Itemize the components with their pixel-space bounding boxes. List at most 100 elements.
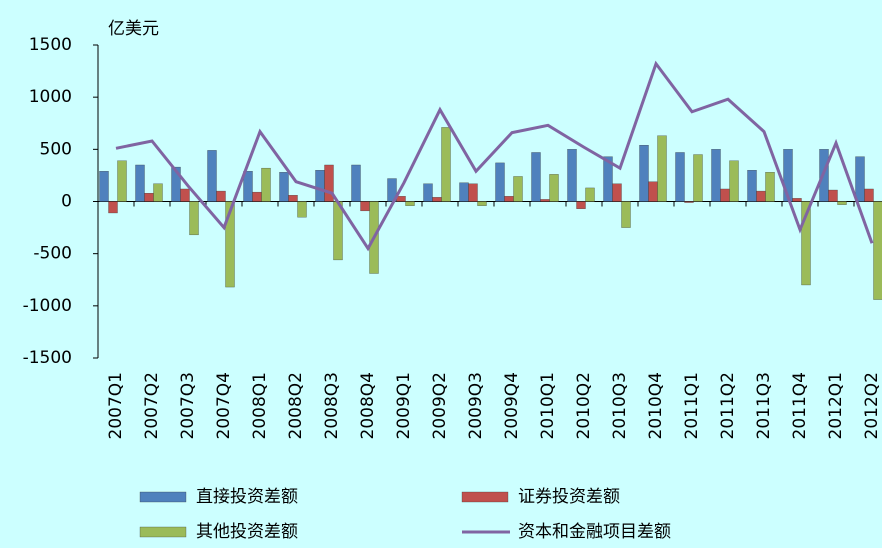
bar [360,201,370,212]
y-tick-label: -1500 [23,348,72,368]
legend-label: 直接投资差额 [196,487,298,507]
bar [468,183,478,202]
bar [225,201,235,288]
bar [405,201,415,206]
bar [297,201,307,218]
x-tick-label: 2011Q2 [718,372,738,439]
bar [549,174,559,202]
bar [675,152,685,202]
x-tick-label: 2007Q3 [178,372,198,439]
bar [783,149,793,202]
bar [657,135,667,202]
legend-swatch [461,491,509,503]
bar [756,190,766,202]
x-tick-label: 2007Q1 [106,372,126,439]
bar [720,188,730,202]
bar [153,183,163,202]
x-tick-label: 2008Q2 [286,372,306,439]
unit-label: 亿美元 [108,19,159,39]
bar [333,201,343,261]
x-tick-label: 2007Q2 [142,372,162,439]
x-tick-label: 2010Q3 [610,372,630,439]
x-tick-label: 2010Q2 [574,372,594,439]
x-tick-label: 2009Q3 [466,372,486,439]
x-tick-label: 2007Q4 [214,372,234,439]
x-tick-label: 2009Q2 [430,372,450,439]
x-tick-label: 2008Q3 [322,372,342,439]
bar [855,156,865,202]
bar [459,182,469,202]
bar [729,160,739,202]
bar [279,172,289,202]
bar [864,188,874,202]
bar [648,181,658,202]
y-tick-label: -1000 [23,296,72,316]
y-tick-label: 1500 [29,35,72,55]
legend-label: 证券投资差额 [518,487,620,507]
bar [792,198,802,202]
y-tick-label: 500 [40,139,72,159]
bar [639,145,649,202]
bar [108,201,118,214]
x-tick-label: 2009Q1 [394,372,414,439]
bar [531,152,541,202]
bar [117,160,127,202]
bar [288,195,298,202]
bar [747,170,757,202]
bar [540,199,550,202]
x-tick-label: 2009Q4 [502,372,522,439]
bar [315,170,325,202]
x-tick-label: 2008Q4 [358,372,378,439]
x-tick-label: 2011Q1 [682,372,702,439]
x-tick-label: 2012Q1 [826,372,846,439]
bar [684,201,694,203]
bar [711,149,721,202]
bar [252,191,262,202]
bar [567,149,577,202]
legend-label: 其他投资差额 [196,522,298,542]
x-tick-label: 2011Q4 [790,372,810,439]
bar [585,187,595,202]
bar [873,201,882,300]
y-tick-label: -500 [33,244,72,264]
bar [513,176,523,202]
bar [504,196,514,202]
bar [621,201,631,228]
bar [261,167,271,202]
x-tick-label: 2012Q2 [862,372,882,439]
bar [693,154,703,202]
y-tick-label: 1000 [29,87,72,107]
bar [180,188,190,202]
bar [216,190,226,202]
bar [765,172,775,202]
bar [207,150,217,202]
bar [351,164,361,202]
bar [432,197,442,202]
legend-label: 资本和金融项目差额 [518,522,671,542]
bar [243,171,253,202]
bar [324,164,334,202]
bar [603,156,613,202]
bar [99,171,109,202]
y-tick-label: 0 [61,192,72,212]
bar [576,201,586,209]
legend-swatch [139,526,187,538]
bar [477,201,487,206]
bar [441,127,451,202]
bar [495,162,505,202]
x-tick-label: 2008Q1 [250,372,270,439]
bar [612,183,622,202]
x-tick-label: 2011Q3 [754,372,774,439]
bar [828,189,838,202]
bar [423,183,433,202]
bar [171,166,181,202]
bar [801,201,811,286]
bar [189,201,199,236]
bar [144,193,154,202]
bar [837,201,847,205]
bar [135,164,145,202]
x-tick-label: 2010Q4 [646,372,666,439]
line [115,60,874,252]
bar [387,178,397,202]
